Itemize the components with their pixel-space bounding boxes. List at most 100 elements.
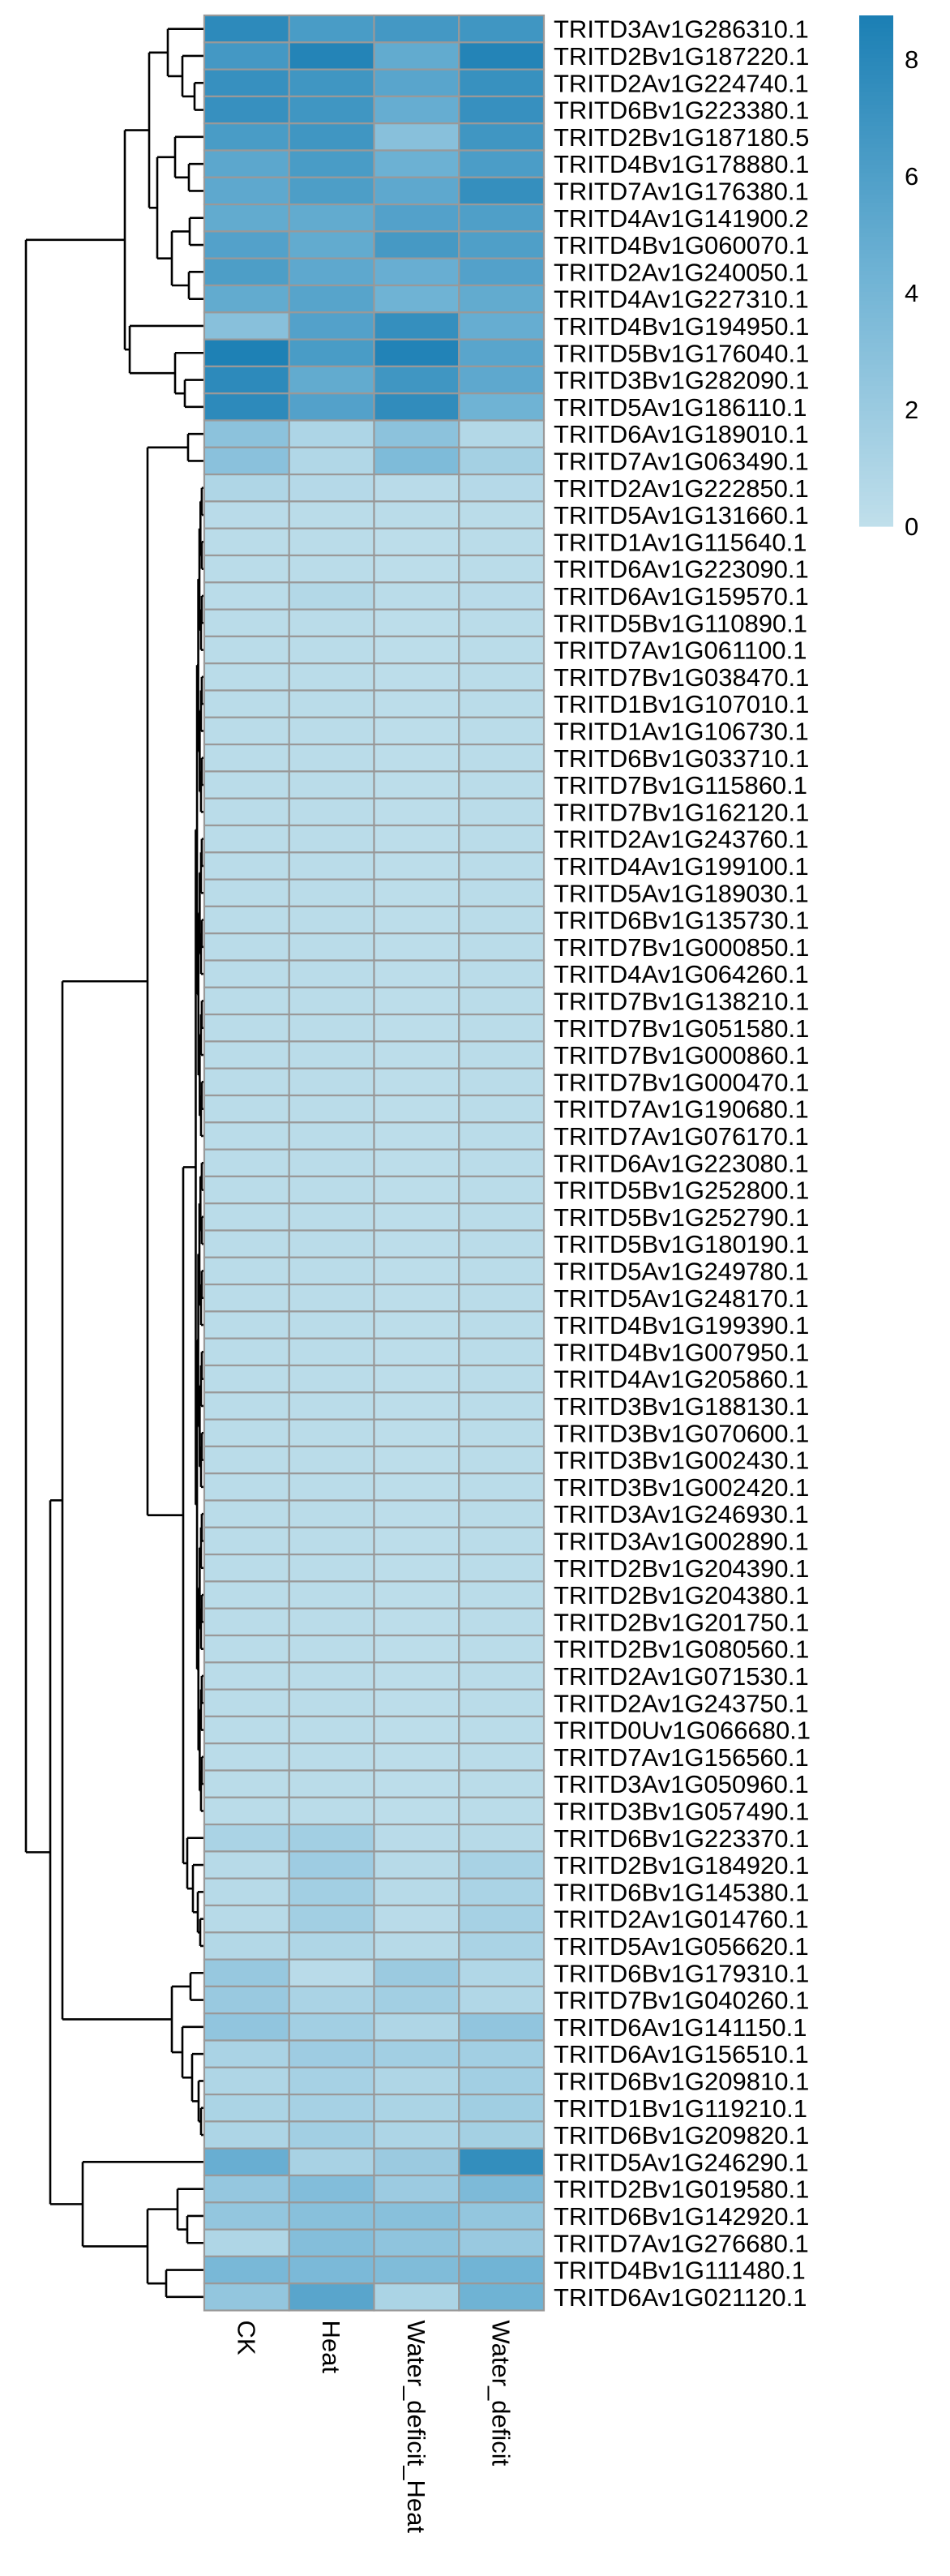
heatmap-cell [203,689,290,718]
heatmap-cell [203,662,290,692]
legend-tick-label: 2 [905,396,918,424]
row-label: TRITD7Av1G076170.1 [554,1122,809,1151]
heatmap-cell [288,1040,375,1069]
heatmap-cell [373,2066,460,2096]
heatmap-cell [373,743,460,773]
legend-gradient-segment [859,368,893,374]
heatmap-cell [458,284,546,314]
heatmap-cell [288,554,375,584]
row-label: TRITD2Bv1G187220.1 [554,42,809,71]
heatmap-cell [458,1256,546,1286]
heatmap-cell [373,14,460,44]
heatmap-cell [288,2094,375,2123]
heatmap-cell [458,1472,546,1502]
legend-gradient-segment [859,15,893,20]
heatmap-cell [203,1067,290,1097]
row-label: TRITD6Bv1G142920.1 [554,2202,809,2231]
row-label: TRITD4Bv1G060070.1 [554,231,809,259]
legend-gradient-segment [859,330,893,336]
legend-gradient-segment [859,220,893,225]
heatmap-cell [373,1121,460,1151]
heatmap-cell [458,392,546,422]
heatmap-cell [203,959,290,988]
legend-gradient-segment [859,411,893,417]
legend-gradient-segment [859,237,893,242]
heatmap-cell [288,2066,375,2096]
legend-gradient-segment [859,135,893,139]
legend-gradient-segment [859,402,893,408]
row-label: TRITD4Bv1G111480.1 [554,2257,806,2285]
heatmap-cell [203,2012,290,2042]
heatmap-cell [203,1877,290,1907]
row-label: TRITD6Av1G189010.1 [554,420,809,448]
heatmap-cell [203,851,290,881]
row-label: TRITD5Av1G189030.1 [554,879,809,907]
heatmap-cell [373,1013,460,1043]
heatmap-cell [373,986,460,1016]
heatmap-cell [373,1472,460,1502]
heatmap-cell [373,1661,460,1691]
legend-gradient-segment [859,122,893,127]
heatmap-cell [373,635,460,665]
heatmap-cell [203,1256,290,1286]
heatmap-cell [288,122,375,152]
heatmap-cell [203,716,290,746]
row-label: TRITD5Av1G246290.1 [554,2148,809,2176]
heatmap-cell [458,311,546,341]
legend-gradient-segment [859,466,893,472]
heatmap-cell [458,1148,546,1177]
heatmap-cell [458,554,546,584]
heatmap-cell [203,581,290,611]
legend-gradient-segment [859,203,893,208]
heatmap-cell [288,1877,375,1907]
heatmap-cell [203,527,290,557]
legend-gradient-segment [859,407,893,412]
legend-gradient-segment [859,445,893,451]
legend-gradient-segment [859,190,893,195]
heatmap-cell [288,2039,375,2068]
heatmap-cell [203,284,290,314]
heatmap-cell [373,554,460,584]
heatmap-cell [458,1418,546,1447]
heatmap-cell [288,1553,375,1583]
heatmap-cell [458,878,546,907]
heatmap-cell [458,365,546,395]
heatmap-cells [203,14,546,2312]
heatmap-cell [373,230,460,259]
heatmap-cell [458,1877,546,1907]
heatmap-cell [203,2094,290,2123]
legend-gradient-segment [859,479,893,485]
heatmap-cell [458,2282,546,2312]
heatmap-cell [288,1958,375,1988]
legend-gradient-segment [859,419,893,425]
row-label: TRITD6Bv1G209810.1 [554,2067,809,2095]
row-label: TRITD5Av1G248170.1 [554,1284,809,1313]
heatmap-cell [288,1256,375,1286]
heatmap-cell [458,1688,546,1718]
legend-gradient-segment [859,377,893,383]
heatmap-cell [373,2201,460,2231]
heatmap-cell [288,1688,375,1718]
heatmap-cell [373,2228,460,2258]
legend-gradient-segment [859,513,893,519]
heatmap-cell [203,1580,290,1609]
legend-gradient-segment [859,156,893,161]
heatmap-cell [288,446,375,476]
heatmap-cell [203,1283,290,1313]
legend-gradient-segment [859,92,893,97]
row-label: TRITD3Bv1G282090.1 [554,366,809,395]
heatmap-cell [373,2147,460,2177]
heatmap-cell [203,392,290,422]
heatmap-cell [373,1499,460,1528]
legend-gradient-segment [859,279,893,285]
heatmap-cell [458,149,546,178]
heatmap-cell [288,1526,375,1556]
heatmap-cell [203,2066,290,2096]
row-label: TRITD5Bv1G180190.1 [554,1230,809,1258]
heatmap-cell [288,1148,375,1177]
row-label: TRITD7Bv1G000470.1 [554,1068,809,1096]
heatmap-cell [458,1931,546,1961]
heatmap-cell [373,2012,460,2042]
row-label: TRITD3Av1G002890.1 [554,1527,809,1555]
legend-gradient-segment [859,139,893,144]
